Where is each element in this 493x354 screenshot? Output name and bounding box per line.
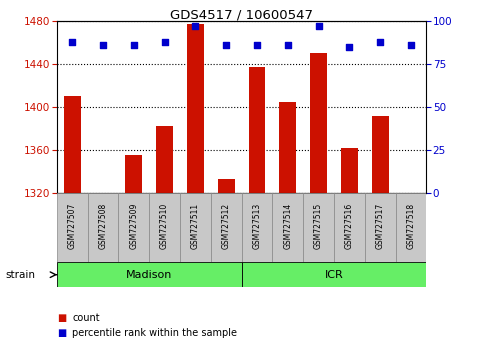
Bar	[125, 155, 142, 193]
Bar	[280, 102, 296, 193]
FancyBboxPatch shape	[57, 193, 88, 262]
Bar	[248, 67, 265, 193]
Point	[346, 44, 353, 50]
Text: GSM727517: GSM727517	[376, 203, 385, 249]
Point	[130, 42, 138, 48]
FancyBboxPatch shape	[88, 193, 118, 262]
Point	[222, 42, 230, 48]
Text: GSM727510: GSM727510	[160, 203, 169, 249]
Text: GSM727513: GSM727513	[252, 203, 261, 249]
Text: count: count	[72, 313, 100, 322]
Bar	[218, 179, 235, 193]
Text: GDS4517 / 10600547: GDS4517 / 10600547	[170, 9, 313, 22]
Point	[284, 42, 292, 48]
FancyBboxPatch shape	[180, 193, 211, 262]
Text: ICR: ICR	[324, 270, 344, 280]
FancyBboxPatch shape	[242, 193, 272, 262]
Point	[68, 39, 76, 45]
Text: GSM727512: GSM727512	[222, 203, 231, 249]
Bar	[187, 24, 204, 193]
FancyBboxPatch shape	[272, 193, 303, 262]
FancyBboxPatch shape	[149, 193, 180, 262]
Point	[376, 39, 384, 45]
Text: GSM727516: GSM727516	[345, 203, 354, 249]
FancyBboxPatch shape	[303, 193, 334, 262]
Text: GSM727514: GSM727514	[283, 203, 292, 249]
Text: GSM727509: GSM727509	[129, 203, 138, 249]
Point	[99, 42, 107, 48]
Text: GSM727508: GSM727508	[99, 203, 107, 249]
Text: percentile rank within the sample: percentile rank within the sample	[72, 329, 238, 338]
FancyBboxPatch shape	[57, 262, 242, 287]
Point	[253, 42, 261, 48]
Text: GSM727518: GSM727518	[407, 203, 416, 249]
FancyBboxPatch shape	[242, 262, 426, 287]
Text: ■: ■	[57, 313, 66, 322]
Point	[315, 24, 322, 29]
Bar	[310, 53, 327, 193]
FancyBboxPatch shape	[118, 193, 149, 262]
Text: GSM727515: GSM727515	[314, 203, 323, 249]
Bar	[64, 96, 80, 193]
Bar	[372, 116, 388, 193]
FancyBboxPatch shape	[365, 193, 395, 262]
Bar	[156, 126, 173, 193]
Text: GSM727511: GSM727511	[191, 203, 200, 249]
Bar	[341, 148, 358, 193]
Point	[407, 42, 415, 48]
Text: GSM727507: GSM727507	[68, 203, 76, 249]
FancyBboxPatch shape	[395, 193, 426, 262]
Text: Madison: Madison	[126, 270, 173, 280]
FancyBboxPatch shape	[334, 193, 365, 262]
FancyBboxPatch shape	[211, 193, 242, 262]
Text: ■: ■	[57, 329, 66, 338]
Point	[191, 24, 199, 29]
Text: strain: strain	[5, 270, 35, 280]
Point	[161, 39, 169, 45]
